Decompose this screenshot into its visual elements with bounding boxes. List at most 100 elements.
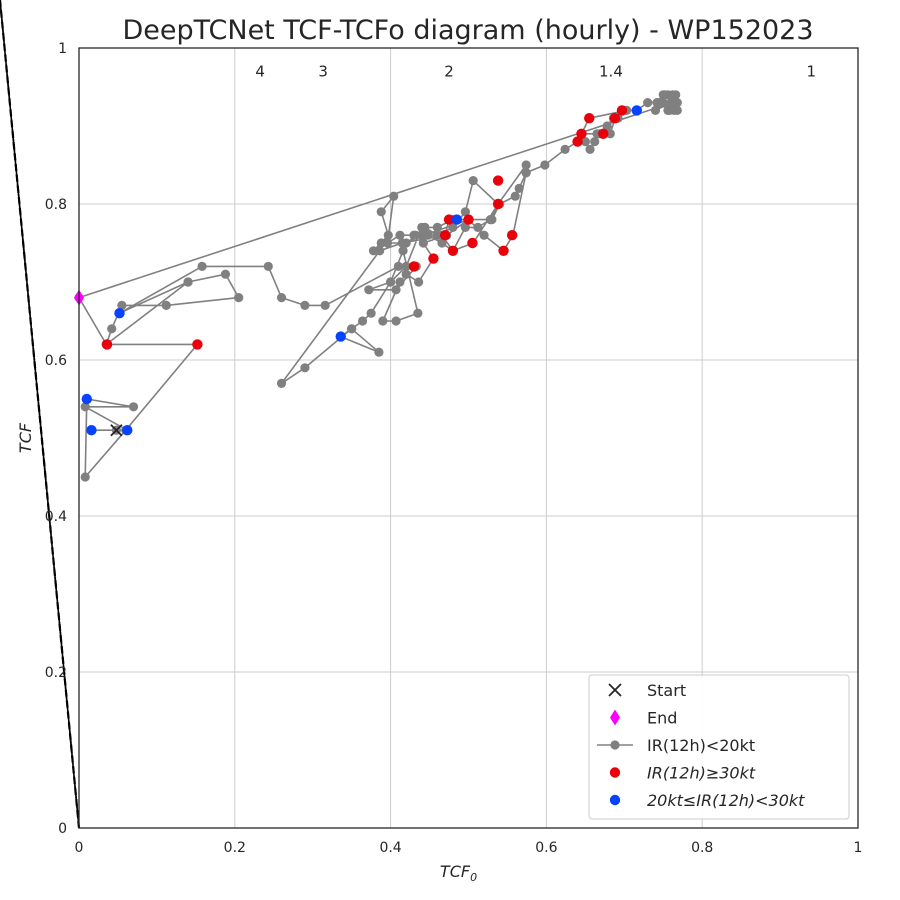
high-point-18 [616,105,628,116]
legend-track-dot-icon [610,740,620,750]
plot-frame [78,47,859,829]
track-point-93 [521,168,531,178]
legend-label-0: Start [647,681,686,700]
x-tick-label-2: 0.4 [379,840,401,856]
legend-label-2: IR(12h)<20kt [647,736,755,755]
mid-point-5 [451,214,463,225]
track-point-115 [643,98,653,108]
high-point-3 [428,253,439,264]
ratio-label-0: 4 [255,62,265,80]
track-point-83 [374,347,384,357]
x-axis-label-base: TCF [440,862,471,881]
y-tick-label-0: 0 [58,821,67,837]
legend-start-icon-b [608,683,622,697]
track-point-29 [432,222,442,232]
track-point-78 [386,277,396,287]
ratio-label-4: 1 [806,62,816,80]
track-point-92 [514,183,524,193]
track-point-84 [347,324,357,334]
high-point-7 [463,214,474,225]
track-point-51 [460,207,470,217]
track-point-128 [672,105,682,115]
y-tick-label-4: 0.8 [45,197,67,213]
ratio-label-3: 1.4 [599,62,623,80]
track-point-94 [540,160,550,170]
high-point-9 [492,198,504,210]
track-point-89 [487,215,497,225]
legend-high-dot-icon [609,767,621,778]
track-point-6 [80,472,90,482]
track-point-56 [395,230,405,240]
track-point-13 [234,293,244,303]
track-point-71 [521,160,531,170]
legend-label-3: IR(12h)≥30kt [647,764,756,783]
mid-point-6 [631,105,642,116]
mid-point-1 [122,425,133,436]
legend-item-1: End [610,709,677,728]
legend-end-icon [610,709,620,726]
legend-mid-dot-icon [609,794,621,806]
high-point-2 [408,261,420,272]
high-point-5 [443,214,455,225]
high-point-12 [506,230,518,241]
high-point-10 [492,175,504,186]
track-point-130 [664,105,675,115]
mid-point-3 [114,308,125,319]
x-axis-label: TCF0 [440,862,477,884]
track-point-33 [418,238,428,248]
legend-item-4: 20kt≤IR(12h)<30kt [609,791,805,810]
track-point-87 [375,246,385,256]
points-series [74,105,642,437]
track-point-20 [300,300,310,310]
legend-label-4: 20kt≤IR(12h)<30kt [647,791,805,810]
y-tick-label-3: 0.6 [45,353,67,369]
track-point-98 [580,137,590,147]
track-point-21 [320,300,330,310]
x-tick-label-3: 0.6 [535,840,557,856]
track-point-36 [401,269,411,279]
legend-box [588,674,850,820]
high-point-6 [447,245,459,256]
track-point-103 [602,121,612,131]
track-point-59 [376,207,386,217]
y-tick-label-5: 1 [58,41,67,57]
track-point-22 [393,261,403,271]
track-point-58 [389,191,399,201]
track-point-10 [107,324,117,334]
start-marker-stroke-b [110,424,123,437]
start-marker [110,424,123,437]
legend: Start End IR(12h)<20kt IR(12h)≥30kt 20kt≤IR(… [588,674,850,820]
track-point-27 [401,261,411,271]
high-point-15 [584,113,595,124]
track-point-14 [220,269,231,279]
track-point-38 [378,316,388,326]
ratio-line-1 [0,0,80,829]
track-point-127 [660,90,670,100]
ratio-lines: 4 3 2 1.4 1 [0,0,816,829]
track-point-12 [161,300,171,310]
high-point-17 [609,113,621,124]
track-point-80 [357,316,368,326]
x-tick-label-0: 0 [75,840,84,856]
track-point-76 [417,230,427,240]
track-point-11 [117,300,127,310]
x-tick-label-1: 0.2 [224,840,246,856]
track-point-125 [650,105,661,115]
track-point-62 [376,238,386,248]
track-point-47 [473,222,483,232]
high-point-8 [467,237,478,249]
track-point-25 [364,285,374,295]
legend-items: Start End IR(12h)<20kt IR(12h)≥30kt 20kt≤IR(… [597,681,805,810]
y-axis-label: TCF [16,422,35,453]
track-point-95 [560,144,570,154]
mid-point-0 [86,425,97,436]
track-point-35 [414,277,424,287]
track-point-131 [667,98,678,108]
legend-label-1: End [647,709,677,728]
mid-point-2 [81,393,92,405]
track-point-91 [510,191,520,201]
track-point-40 [413,308,423,318]
y-tick-labels: 0 0.2 0.4 0.6 0.8 1 [45,41,67,837]
track-point-99 [585,144,595,154]
